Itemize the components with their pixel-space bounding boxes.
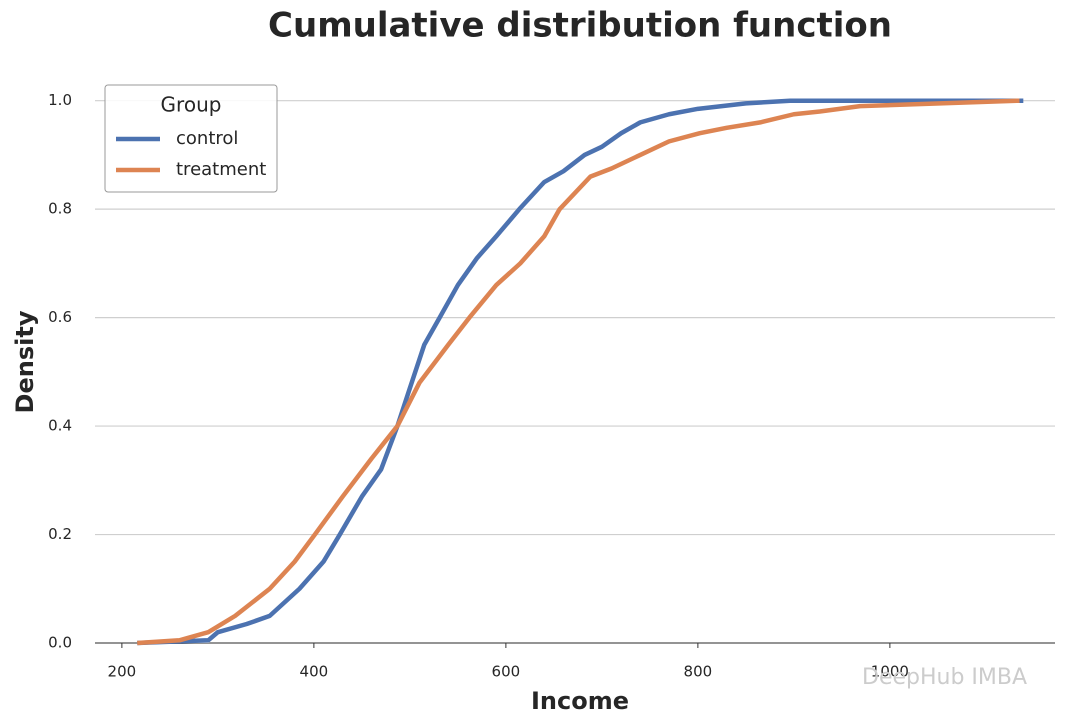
cdf-line [137,98,1020,646]
y-tick-label: 0.0 [48,634,72,652]
y-tick-label: 0.2 [48,525,72,543]
x-tick-label: 200 [108,663,137,681]
y-tick-label: 1.0 [48,91,72,109]
x-tick-label: 400 [300,663,329,681]
legend-box [104,84,278,193]
x-tick-label: 1000 [871,663,909,681]
plot-area [137,98,1024,646]
legend-title: Group [161,93,222,117]
y-tick-label: 0.8 [48,200,72,218]
x-axis-label: Income [531,687,629,715]
watermark: DeepHub IMBA [862,665,1027,690]
x-tick-label: 600 [492,663,521,681]
legend: Group control treatment [104,84,278,193]
legend-label: control [176,128,238,149]
legend-label: treatment [176,159,266,180]
chart-title: Cumulative distribution function [268,6,892,46]
x-tick-label: 800 [684,663,713,681]
y-tick-label: 0.6 [48,308,72,326]
cdf-line [137,98,1024,646]
y-tick-label: 0.4 [48,417,72,435]
y-axis-label: Density [11,310,39,413]
